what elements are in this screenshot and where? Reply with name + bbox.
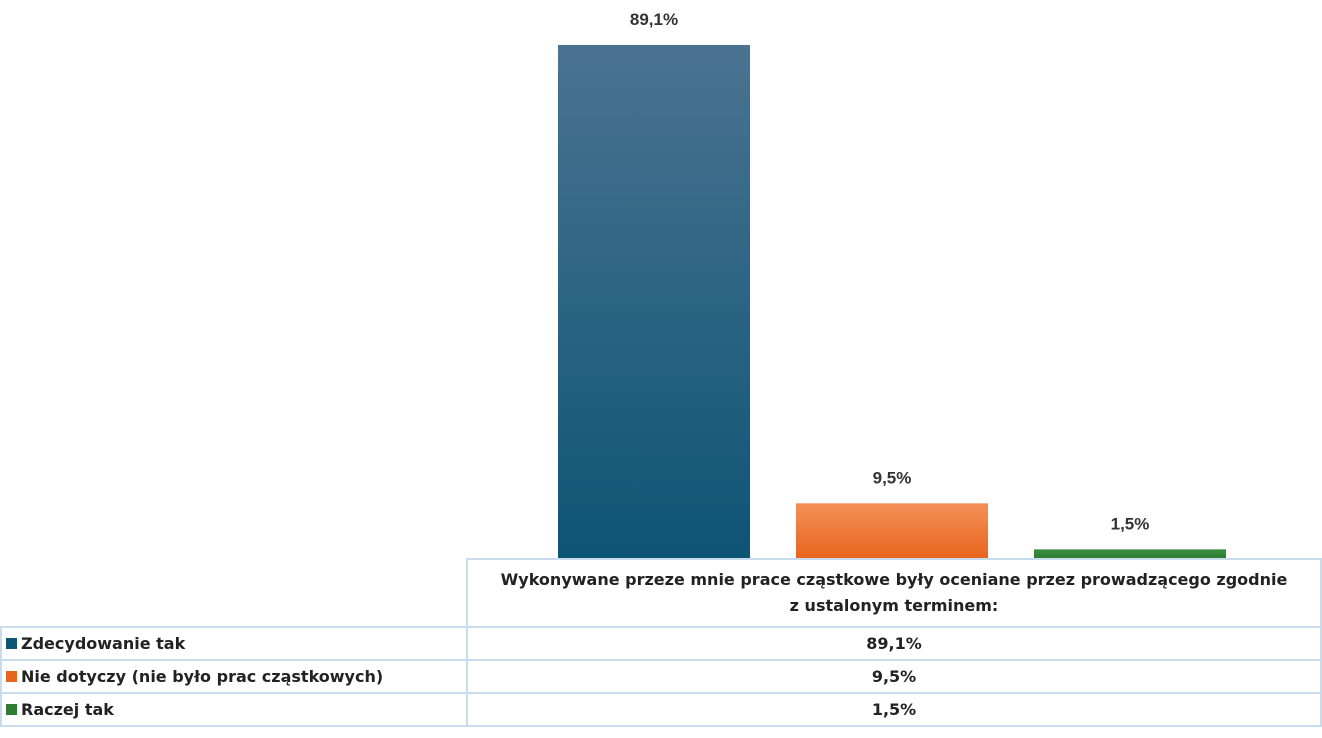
plot: 89,1% 9,5% 1,5% <box>558 10 1226 558</box>
bar <box>558 45 750 558</box>
legend-label: Raczej tak <box>21 700 114 719</box>
table-row: Raczej tak 1,5% <box>0 692 1322 727</box>
table-row: Nie dotyczy (nie było prac cząstkowych) 9… <box>0 659 1322 694</box>
legend-label: Zdecydowanie tak <box>21 634 186 653</box>
table-value: 89,1% <box>466 626 1322 661</box>
legend-cell: Raczej tak <box>0 692 468 727</box>
bar <box>796 503 988 558</box>
table-value: 1,5% <box>466 692 1322 727</box>
bar <box>1034 549 1226 558</box>
category-label: Wykonywane przeze mnie prace cząstkowe b… <box>500 570 1288 615</box>
value-label: 89,1% <box>630 10 678 29</box>
empty-cell <box>1 559 468 628</box>
legend-cell: Zdecydowanie tak <box>0 626 468 661</box>
legend-cell: Nie dotyczy (nie było prac cząstkowych) <box>0 659 468 694</box>
legend-swatch <box>6 671 17 682</box>
table-row: Zdecydowanie tak 89,1% <box>0 626 1322 661</box>
value-label: 1,5% <box>1111 514 1150 533</box>
data-table: Wykonywane przeze mnie prace cząstkowe b… <box>0 558 1322 727</box>
value-label: 9,5% <box>873 468 912 487</box>
legend-swatch <box>6 638 17 649</box>
legend-swatch <box>6 704 17 715</box>
table-value: 9,5% <box>466 659 1322 694</box>
legend-label: Nie dotyczy (nie było prac cząstkowych) <box>21 667 384 686</box>
header-cell: Wykonywane przeze mnie prace cząstkowe b… <box>466 558 1322 628</box>
